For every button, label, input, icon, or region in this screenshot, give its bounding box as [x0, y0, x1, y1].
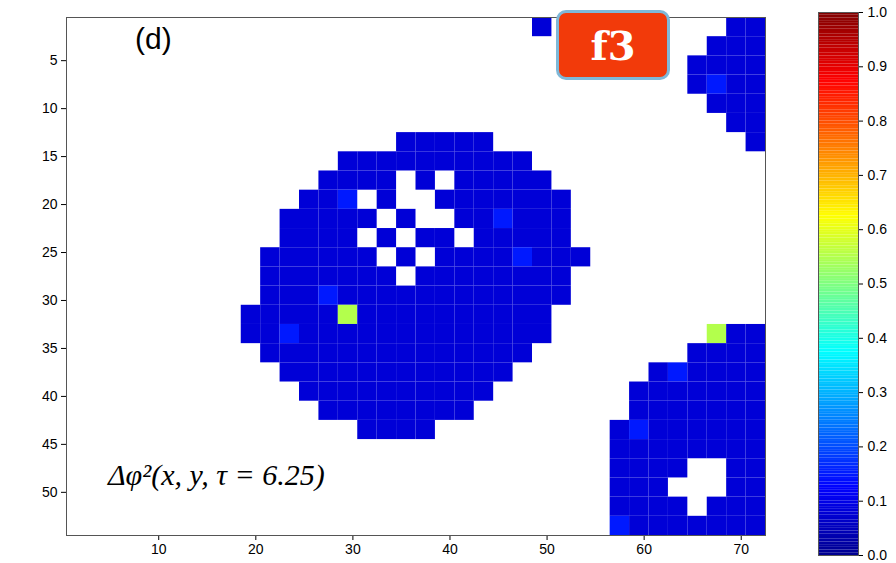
svg-text:50: 50 — [539, 541, 555, 557]
svg-text:0.9: 0.9 — [868, 58, 888, 74]
html-text:f3: f3 — [590, 21, 636, 69]
svg-text:0.7: 0.7 — [868, 167, 888, 183]
svg-text:25: 25 — [42, 244, 58, 260]
svg-text:0.4: 0.4 — [868, 330, 888, 346]
svg-text:40: 40 — [442, 541, 458, 557]
svg-text:0.6: 0.6 — [868, 221, 888, 237]
svg-text:0.2: 0.2 — [868, 438, 888, 454]
html-text:(d): (d) — [135, 22, 172, 55]
svg-text:0.3: 0.3 — [868, 384, 888, 400]
svg-text:0.0: 0.0 — [868, 547, 888, 563]
svg-text:5: 5 — [50, 52, 58, 68]
svg-text:1.0: 1.0 — [868, 4, 888, 20]
svg-text:30: 30 — [42, 292, 58, 308]
svg-text:10: 10 — [42, 100, 58, 116]
svg-text:15: 15 — [42, 148, 58, 164]
svg-text:0.1: 0.1 — [868, 493, 888, 509]
svg-text:30: 30 — [345, 541, 361, 557]
svg-text:0.8: 0.8 — [868, 113, 888, 129]
svg-text:20: 20 — [42, 196, 58, 212]
svg-text:50: 50 — [42, 484, 58, 500]
html-text:Δφ²(x, y, τ = 6.25): Δφ²(x, y, τ = 6.25) — [108, 458, 325, 491]
svg-text:35: 35 — [42, 340, 58, 356]
svg-text:10: 10 — [151, 541, 167, 557]
svg-text:70: 70 — [733, 541, 749, 557]
svg-text:45: 45 — [42, 436, 58, 452]
svg-text:0.5: 0.5 — [868, 275, 888, 291]
svg-text:40: 40 — [42, 388, 58, 404]
svg-text:20: 20 — [248, 541, 264, 557]
svg-text:60: 60 — [636, 541, 652, 557]
